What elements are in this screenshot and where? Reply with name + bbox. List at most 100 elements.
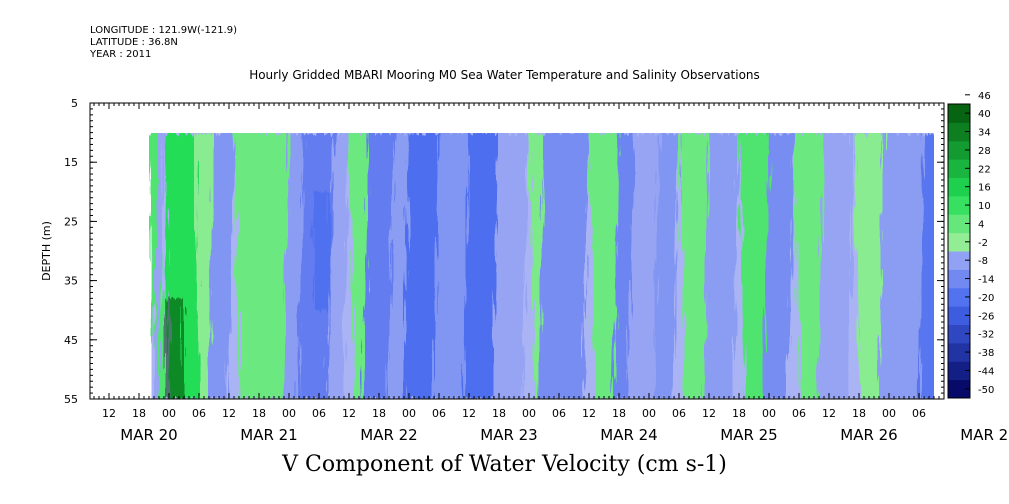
y-tick-label: 35: [64, 275, 78, 288]
x-hour-label: 12: [462, 407, 476, 420]
y-tick-label: 45: [64, 334, 78, 347]
colorbar-swatch: [948, 306, 970, 325]
colorbar-swatch: [948, 287, 970, 307]
x-hour-label: 00: [162, 407, 176, 420]
x-date-label: MAR 21: [240, 426, 297, 444]
colorbar-label: 28: [978, 146, 991, 157]
x-hour-label: 00: [642, 407, 656, 420]
x-hour-label: 12: [342, 407, 356, 420]
x-date-label: MAR 22: [360, 426, 417, 444]
x-hour-label: 00: [522, 407, 536, 420]
x-hour-label: 18: [132, 407, 146, 420]
variable-caption: V Component of Water Velocity (cm s-1): [282, 452, 727, 477]
x-hour-label: 12: [222, 407, 236, 420]
colorbar-label: 46: [978, 91, 991, 102]
velocity-field: [149, 133, 1009, 399]
chart-title: Hourly Gridded MBARI Mooring M0 Sea Wate…: [249, 68, 760, 82]
colorbar-swatch: [948, 177, 970, 197]
x-hour-label: 18: [372, 407, 386, 420]
x-date-label: MAR 26: [840, 426, 897, 444]
colorbar-label: -20: [978, 293, 994, 304]
x-hour-label: 06: [552, 407, 566, 420]
colorbar-label: 22: [978, 164, 991, 175]
colorbar-swatch: [948, 104, 970, 123]
velocity-band: [613, 133, 634, 399]
x-hour-label: 18: [852, 407, 866, 420]
x-hour-label: 12: [582, 407, 596, 420]
colorbar-label: -32: [978, 330, 994, 341]
x-hour-label: 12: [702, 407, 716, 420]
colorbar-swatch: [948, 269, 970, 289]
colorbar-label: -44: [978, 366, 994, 377]
colorbar-swatch: [948, 122, 970, 142]
velocity-band: [153, 133, 164, 399]
colorbar-frame: [947, 103, 971, 399]
colorbar-label: 40: [978, 109, 991, 120]
x-hour-label: 06: [792, 407, 806, 420]
x-hour-label: 06: [192, 407, 206, 420]
colorbar-swatch: [948, 140, 970, 160]
velocity-band: [998, 133, 1009, 399]
x-hour-label: 00: [282, 407, 296, 420]
longitude-label: LONGITUDE : 121.9W(-121.9): [90, 25, 237, 36]
x-date-label: MAR 24: [600, 426, 657, 444]
x-hour-label: 18: [492, 407, 506, 420]
velocity-core: [314, 191, 329, 311]
x-hour-label: 00: [882, 407, 896, 420]
colorbar-swatch: [948, 324, 970, 344]
y-tick-label: 15: [64, 156, 78, 169]
colorbar-label: -50: [978, 385, 994, 396]
velocity-band: [818, 133, 854, 399]
y-tick-label: 5: [71, 97, 78, 110]
velocity-band: [363, 133, 394, 399]
velocity-band: [463, 133, 499, 399]
x-date-label: MAR 23: [480, 426, 537, 444]
velocity-band: [703, 133, 739, 399]
x-hour-label: 18: [252, 407, 266, 420]
colorbar-label: 10: [978, 201, 991, 212]
x-date-label: MAR 20: [120, 426, 177, 444]
colorbar-label: 4: [978, 219, 984, 230]
colorbar-label: -2: [978, 238, 988, 249]
x-hour-label: 18: [732, 407, 746, 420]
y-axis-label: DEPTH (m): [40, 221, 53, 281]
colorbar-label: 34: [978, 128, 991, 139]
velocity-band: [493, 133, 529, 399]
x-hour-label: 18: [612, 407, 626, 420]
velocity-band: [538, 133, 589, 399]
x-hour-label: 06: [912, 407, 926, 420]
colorbar-swatch: [948, 195, 970, 215]
velocity-band: [283, 133, 304, 399]
x-hour-label: 00: [762, 407, 776, 420]
velocity-band: [628, 133, 659, 399]
x-hour-label: 12: [822, 407, 836, 420]
y-tick-label: 25: [64, 215, 78, 228]
x-hour-label: 06: [432, 407, 446, 420]
colorbar-swatch: [948, 251, 970, 270]
velocity-band: [653, 133, 679, 399]
colorbar-label: 16: [978, 183, 991, 194]
colorbar-label: -38: [978, 348, 994, 359]
year-label: YEAR : 2011: [90, 49, 152, 60]
y-tick-label: 55: [64, 393, 78, 406]
velocity-band: [433, 133, 469, 399]
velocity-core: [164, 298, 184, 399]
x-date-label: MAR 25: [720, 426, 777, 444]
colorbar-label: -8: [978, 256, 988, 267]
velocity-band: [208, 133, 234, 399]
colorbar-swatch: [948, 159, 970, 178]
velocity-band: [388, 133, 409, 399]
x-hour-label: 06: [312, 407, 326, 420]
colorbar-label: -14: [978, 275, 994, 286]
velocity-band: [328, 133, 349, 399]
velocity-band: [403, 133, 439, 399]
x-hour-label: 06: [672, 407, 686, 420]
colorbar-swatch: [948, 379, 970, 399]
velocity-band: [763, 133, 794, 399]
colorbar-swatch: [948, 232, 970, 252]
colorbar-swatch: [948, 361, 970, 381]
x-hour-label: 00: [402, 407, 416, 420]
x-date-label: MAR 27: [960, 426, 1009, 444]
